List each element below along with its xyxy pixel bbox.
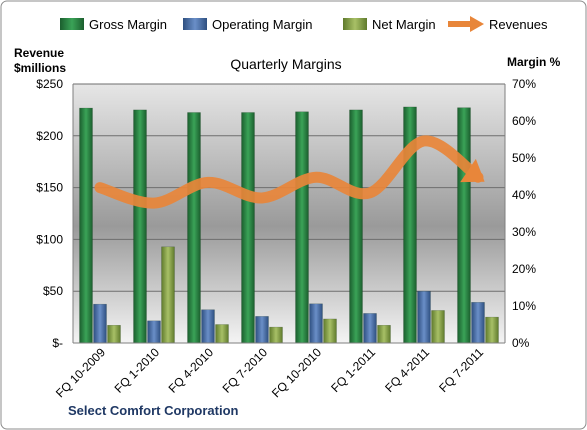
right-axis-title: Margin % <box>507 55 561 69</box>
net-margin-bar <box>107 324 121 344</box>
left-tick-label: $200 <box>36 129 63 143</box>
operating-margin-bar <box>309 303 323 344</box>
revenues-point <box>261 197 263 199</box>
gross-margin-bar <box>349 109 363 344</box>
net-margin-bar <box>377 324 391 344</box>
net-margin-bar <box>485 316 499 344</box>
chart-title: Quarterly Margins <box>230 56 341 72</box>
revenues-series-line <box>94 135 484 209</box>
right-tick-label: 30% <box>512 225 536 239</box>
left-axis-ticks: $- $50 $100 $150 $200 $250 <box>36 77 63 350</box>
legend-label-operating: Operating Margin <box>212 17 312 32</box>
operating-margin-bar <box>363 313 377 344</box>
operating-margin-bar <box>201 309 215 344</box>
legend-swatch-revenues <box>448 16 484 32</box>
revenues-line <box>94 135 485 209</box>
net-margin-bar <box>431 310 445 344</box>
left-tick-label: $250 <box>36 77 63 91</box>
operating-margin-bar <box>471 302 485 344</box>
gross-margin-bar <box>241 112 255 344</box>
left-axis-title-line1: Revenue <box>14 46 64 60</box>
right-tick-label: 40% <box>512 188 536 202</box>
gross-margin-bar <box>79 107 93 344</box>
revenues-point <box>477 176 479 178</box>
revenues-point <box>99 187 101 189</box>
net-margin-bar <box>323 318 337 344</box>
revenues-point <box>153 202 155 204</box>
legend-label-revenues: Revenues <box>489 17 548 32</box>
net-margin-bar <box>269 326 283 344</box>
operating-margin-bar <box>147 320 161 344</box>
legend-label-net: Net Margin <box>372 17 436 32</box>
operating-margin-bar <box>93 303 107 344</box>
right-axis-ticks: 0% 10% 20% 30% 40% 50% 60% 70% <box>512 77 536 350</box>
legend-swatch-gross <box>60 18 84 30</box>
right-tick-label: 10% <box>512 299 536 313</box>
revenues-arrow-head <box>460 158 485 183</box>
legend-swatch-operating <box>183 18 207 30</box>
legend-label-gross: Gross Margin <box>89 17 167 32</box>
operating-margin-bar <box>417 290 431 344</box>
left-tick-label: $- <box>52 336 63 350</box>
right-tick-label: 0% <box>512 336 530 350</box>
revenues-point <box>423 140 425 142</box>
revenues-point <box>369 192 371 194</box>
right-tick-label: 20% <box>512 262 536 276</box>
revenues-point <box>315 176 317 178</box>
gross-margin-bar <box>295 111 309 344</box>
legend-swatch-net <box>343 18 367 30</box>
left-tick-label: $100 <box>36 232 63 246</box>
right-tick-label: 60% <box>512 114 536 128</box>
left-tick-label: $150 <box>36 181 63 195</box>
left-axis-title-line2: $millions <box>14 61 66 75</box>
gross-margin-bar <box>457 107 471 344</box>
net-margin-bar <box>161 246 175 344</box>
operating-margin-bar <box>255 316 269 344</box>
gross-margin-bar <box>133 109 147 344</box>
right-tick-label: 50% <box>512 151 536 165</box>
left-tick-label: $50 <box>43 284 63 298</box>
legend: Gross Margin Operating Margin Net Margin… <box>60 16 548 32</box>
gross-margin-bar <box>187 112 201 344</box>
right-tick-label: 70% <box>512 77 536 91</box>
company-name: Select Comfort Corporation <box>68 403 239 418</box>
bars <box>79 106 499 344</box>
revenues-point <box>207 181 209 183</box>
net-margin-bar <box>215 324 229 344</box>
